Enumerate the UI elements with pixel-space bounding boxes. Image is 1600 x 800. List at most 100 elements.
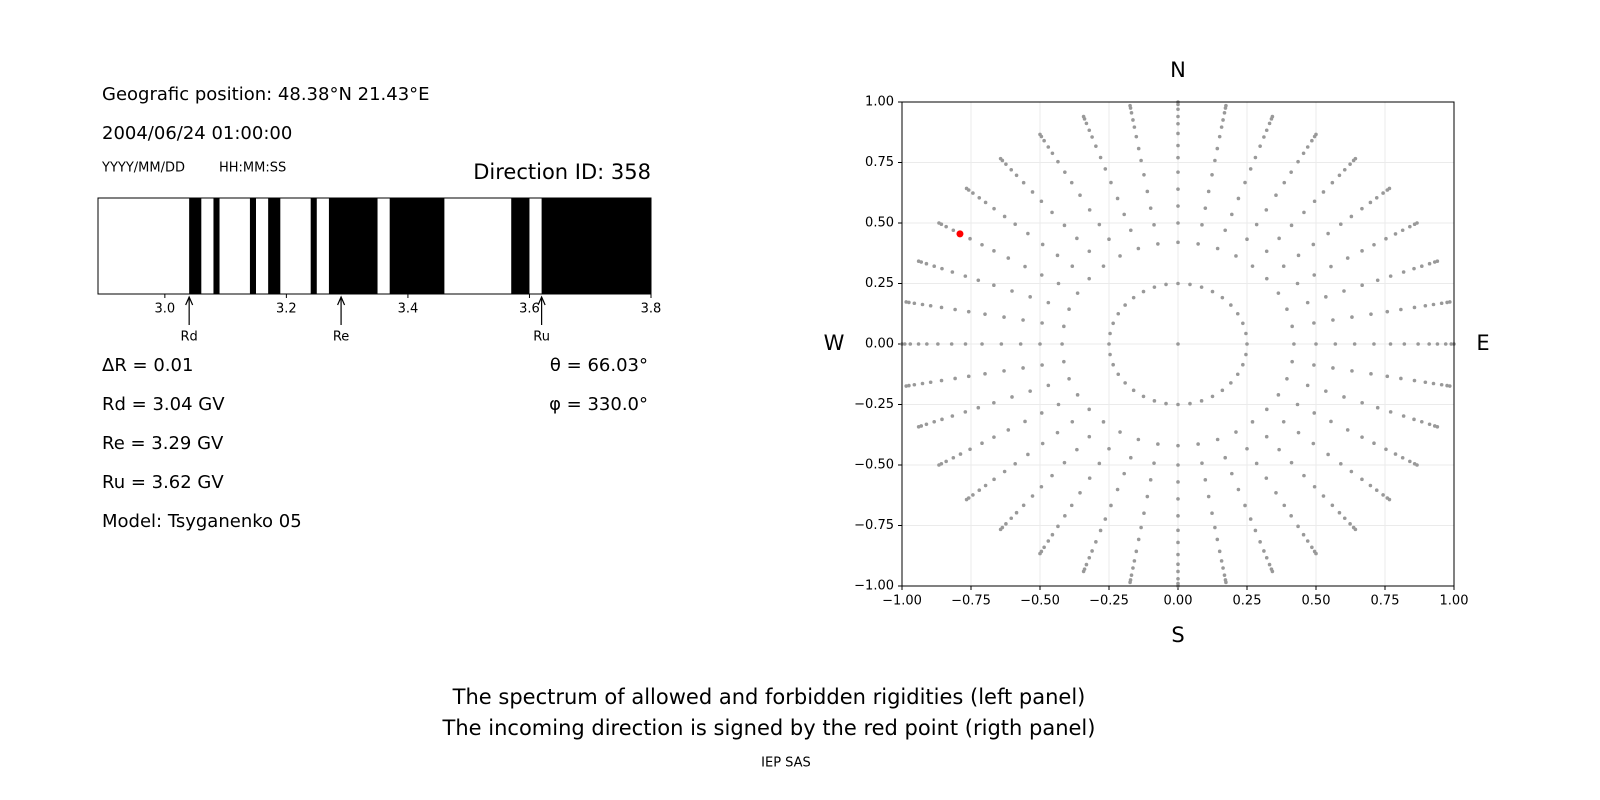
direction-point	[992, 249, 996, 253]
direction-point	[1244, 331, 1248, 336]
direction-point	[992, 283, 996, 288]
marker-label: Rd	[181, 330, 198, 345]
y-tick-label: −0.50	[854, 458, 894, 473]
direction-point	[976, 405, 981, 410]
direction-point	[1176, 528, 1180, 533]
direction-point	[1324, 389, 1328, 393]
direction-point	[992, 400, 996, 405]
direction-point	[1416, 342, 1420, 346]
direction-point	[1176, 540, 1180, 545]
direction-point	[1050, 532, 1055, 537]
direction-point	[1264, 208, 1269, 212]
direction-point	[1084, 562, 1089, 567]
direction-point	[1107, 446, 1111, 451]
direction-point	[1345, 428, 1350, 432]
direction-point	[1388, 342, 1393, 346]
marker-arrowhead	[337, 295, 346, 306]
direction-point	[1285, 307, 1289, 312]
direction-point	[1050, 210, 1054, 215]
direction-point	[1353, 527, 1358, 532]
direction-point	[1368, 200, 1373, 205]
re: Re = 3.29 GV	[102, 433, 224, 454]
direction-point	[983, 372, 987, 376]
direction-point	[1055, 430, 1060, 435]
direction-point	[1290, 324, 1294, 329]
direction-point	[928, 380, 933, 385]
direction-point	[1118, 254, 1122, 258]
direction-point	[1069, 503, 1074, 508]
direction-point	[1281, 419, 1286, 424]
direction-point	[1401, 414, 1406, 418]
direction-point	[1039, 484, 1044, 489]
direction-point	[1221, 118, 1225, 122]
direction-point	[1264, 249, 1269, 254]
direction-point	[1244, 352, 1248, 357]
direction-point	[1176, 402, 1180, 407]
direction-point	[1321, 494, 1326, 498]
plot-frame	[901, 101, 1455, 587]
direction-point	[966, 374, 971, 379]
direction-point	[1018, 342, 1023, 346]
marker-arrowhead	[537, 295, 546, 306]
direction-point	[1139, 158, 1143, 163]
direction-point	[1331, 318, 1335, 322]
x-tick-label: −1.00	[882, 594, 922, 609]
direction-point	[1412, 305, 1417, 310]
direction-point	[1134, 549, 1139, 554]
direction-point	[1203, 478, 1208, 482]
direction-point	[1101, 420, 1106, 424]
y-tick-label: −1.00	[854, 579, 894, 594]
direction-point	[1115, 196, 1120, 201]
direction-point	[1176, 480, 1180, 484]
direction-point	[1152, 285, 1157, 289]
direction-point	[1431, 381, 1436, 386]
direction-point	[1245, 237, 1249, 242]
direction-point	[1116, 372, 1121, 377]
direction-point	[1333, 342, 1338, 346]
direction-point	[1006, 428, 1011, 432]
direction-point	[1289, 170, 1293, 174]
direction-point	[1289, 460, 1294, 465]
direction-point	[1210, 511, 1214, 516]
direction-point	[940, 417, 944, 422]
direction-point	[1070, 419, 1075, 424]
direction-point	[951, 228, 956, 233]
direction-point	[1348, 522, 1352, 526]
direction-point	[939, 378, 944, 383]
direction-point	[1040, 441, 1045, 446]
direction-point	[1084, 121, 1089, 126]
direction-point	[1408, 459, 1412, 464]
direction-point	[1176, 121, 1180, 126]
direction-point	[1387, 186, 1392, 191]
direction-point	[1448, 384, 1452, 388]
direction-point	[1004, 162, 1008, 166]
x-tick-label: −0.25	[1089, 594, 1129, 609]
direction-point	[1423, 380, 1428, 385]
direction-point	[1200, 461, 1204, 465]
model: Model: Tsyganenko 05	[102, 511, 302, 532]
direction-point	[1350, 369, 1354, 373]
direction-point	[1274, 193, 1278, 197]
direction-point	[1385, 374, 1390, 379]
direction-point	[937, 221, 941, 225]
direction-point	[1060, 342, 1064, 346]
direction-point	[907, 300, 911, 305]
direction-point	[1219, 559, 1224, 563]
direction-point	[977, 488, 982, 493]
direction-point	[1329, 264, 1333, 269]
direction-point	[920, 302, 925, 307]
direction-point	[1229, 381, 1233, 385]
direction-point	[1139, 525, 1143, 530]
direction-point	[1141, 394, 1146, 399]
direction-point	[1282, 180, 1287, 185]
direction-point	[1419, 264, 1424, 268]
direction-point	[1062, 223, 1067, 228]
direction-point	[1210, 172, 1214, 177]
direction-point	[912, 382, 917, 387]
direction-point	[1002, 214, 1007, 219]
direction-point	[1115, 487, 1120, 492]
direction-point	[1267, 562, 1272, 567]
caption-line: The incoming direction is signed by the …	[442, 716, 1096, 740]
direction-point	[1311, 441, 1316, 446]
direction-point	[1122, 212, 1126, 217]
